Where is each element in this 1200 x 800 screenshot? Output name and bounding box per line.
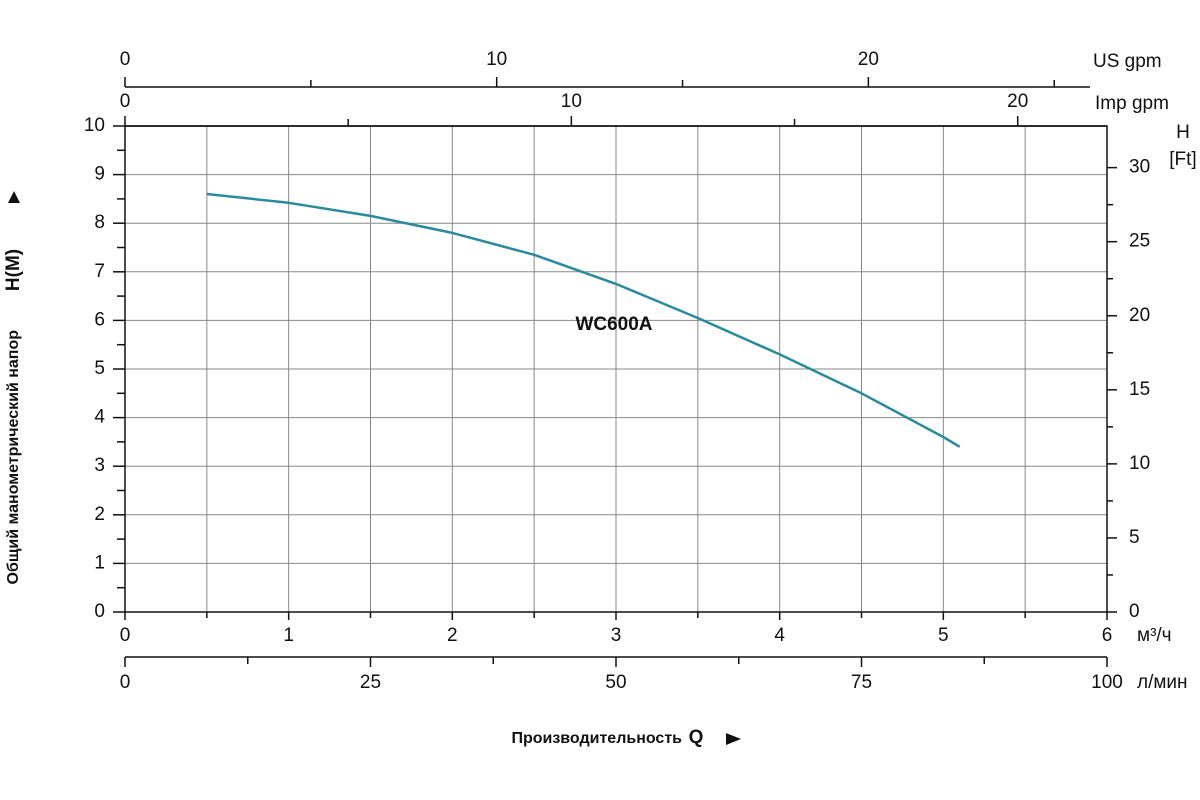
y-tick-label: 4 [94, 407, 105, 428]
y-tick-label: 7 [94, 261, 105, 282]
x-tick-label: 6 [1102, 625, 1113, 646]
y-tick-label: 9 [94, 164, 105, 185]
y2-tick-label: 5 [1129, 527, 1140, 548]
y-tick-label: 2 [94, 504, 105, 525]
x-tick-label: 4 [774, 625, 785, 646]
y-tick-label: 10 [84, 115, 105, 136]
secondary-axis-unit: л/мин [1137, 672, 1188, 693]
x-tick-label: 1 [283, 625, 294, 646]
secondary-tick-label: 0 [120, 91, 131, 112]
x-tick-label: 5 [938, 625, 949, 646]
secondary-axis-unit: Imp gpm [1095, 93, 1169, 114]
y2-tick-label: 10 [1129, 453, 1150, 474]
y-arrow [8, 191, 20, 203]
y2-tick-label: 15 [1129, 379, 1150, 400]
curve-label: WC600A [575, 314, 652, 335]
y-axis-unit: H(M) [3, 249, 24, 291]
x-tick-label: 2 [447, 625, 458, 646]
secondary-tick-label: 20 [858, 49, 879, 70]
y-tick-label: 5 [94, 358, 105, 379]
y2-tick-label: 0 [1129, 601, 1140, 622]
y2-tick-label: 25 [1129, 231, 1150, 252]
y-tick-label: 1 [94, 552, 105, 573]
secondary-tick-label: 10 [486, 49, 507, 70]
secondary-tick-label: 20 [1007, 91, 1028, 112]
secondary-tick-label: 0 [120, 49, 131, 70]
x-tick-label: 0 [120, 625, 131, 646]
secondary-axis-unit: US gpm [1093, 51, 1162, 72]
secondary-tick-label: 25 [360, 672, 381, 693]
y2-axis-unit: [Ft] [1169, 149, 1196, 170]
secondary-tick-label: 75 [851, 672, 872, 693]
curve [206, 192, 961, 448]
y-tick-label: 0 [94, 601, 105, 622]
y-axis-title: Общий манометрический напор [5, 330, 22, 585]
x-arrow [726, 733, 741, 745]
secondary-tick-label: 0 [120, 672, 131, 693]
x-axis-unit: м³/ч [1137, 625, 1172, 646]
x-tick-label: 3 [611, 625, 622, 646]
secondary-tick-label: 50 [605, 672, 626, 693]
y-tick-label: 3 [94, 455, 105, 476]
secondary-tick-label: 100 [1091, 672, 1123, 693]
y2-tick-label: 20 [1129, 305, 1150, 326]
y2-tick-label: 30 [1129, 157, 1150, 178]
y-tick-label: 8 [94, 212, 105, 233]
x-axis-title: Производительность [511, 730, 682, 747]
secondary-tick-label: 10 [561, 91, 582, 112]
x-axis-symbol: Q [689, 727, 704, 748]
y-tick-label: 6 [94, 309, 105, 330]
y2-axis-title: H [1176, 122, 1190, 143]
